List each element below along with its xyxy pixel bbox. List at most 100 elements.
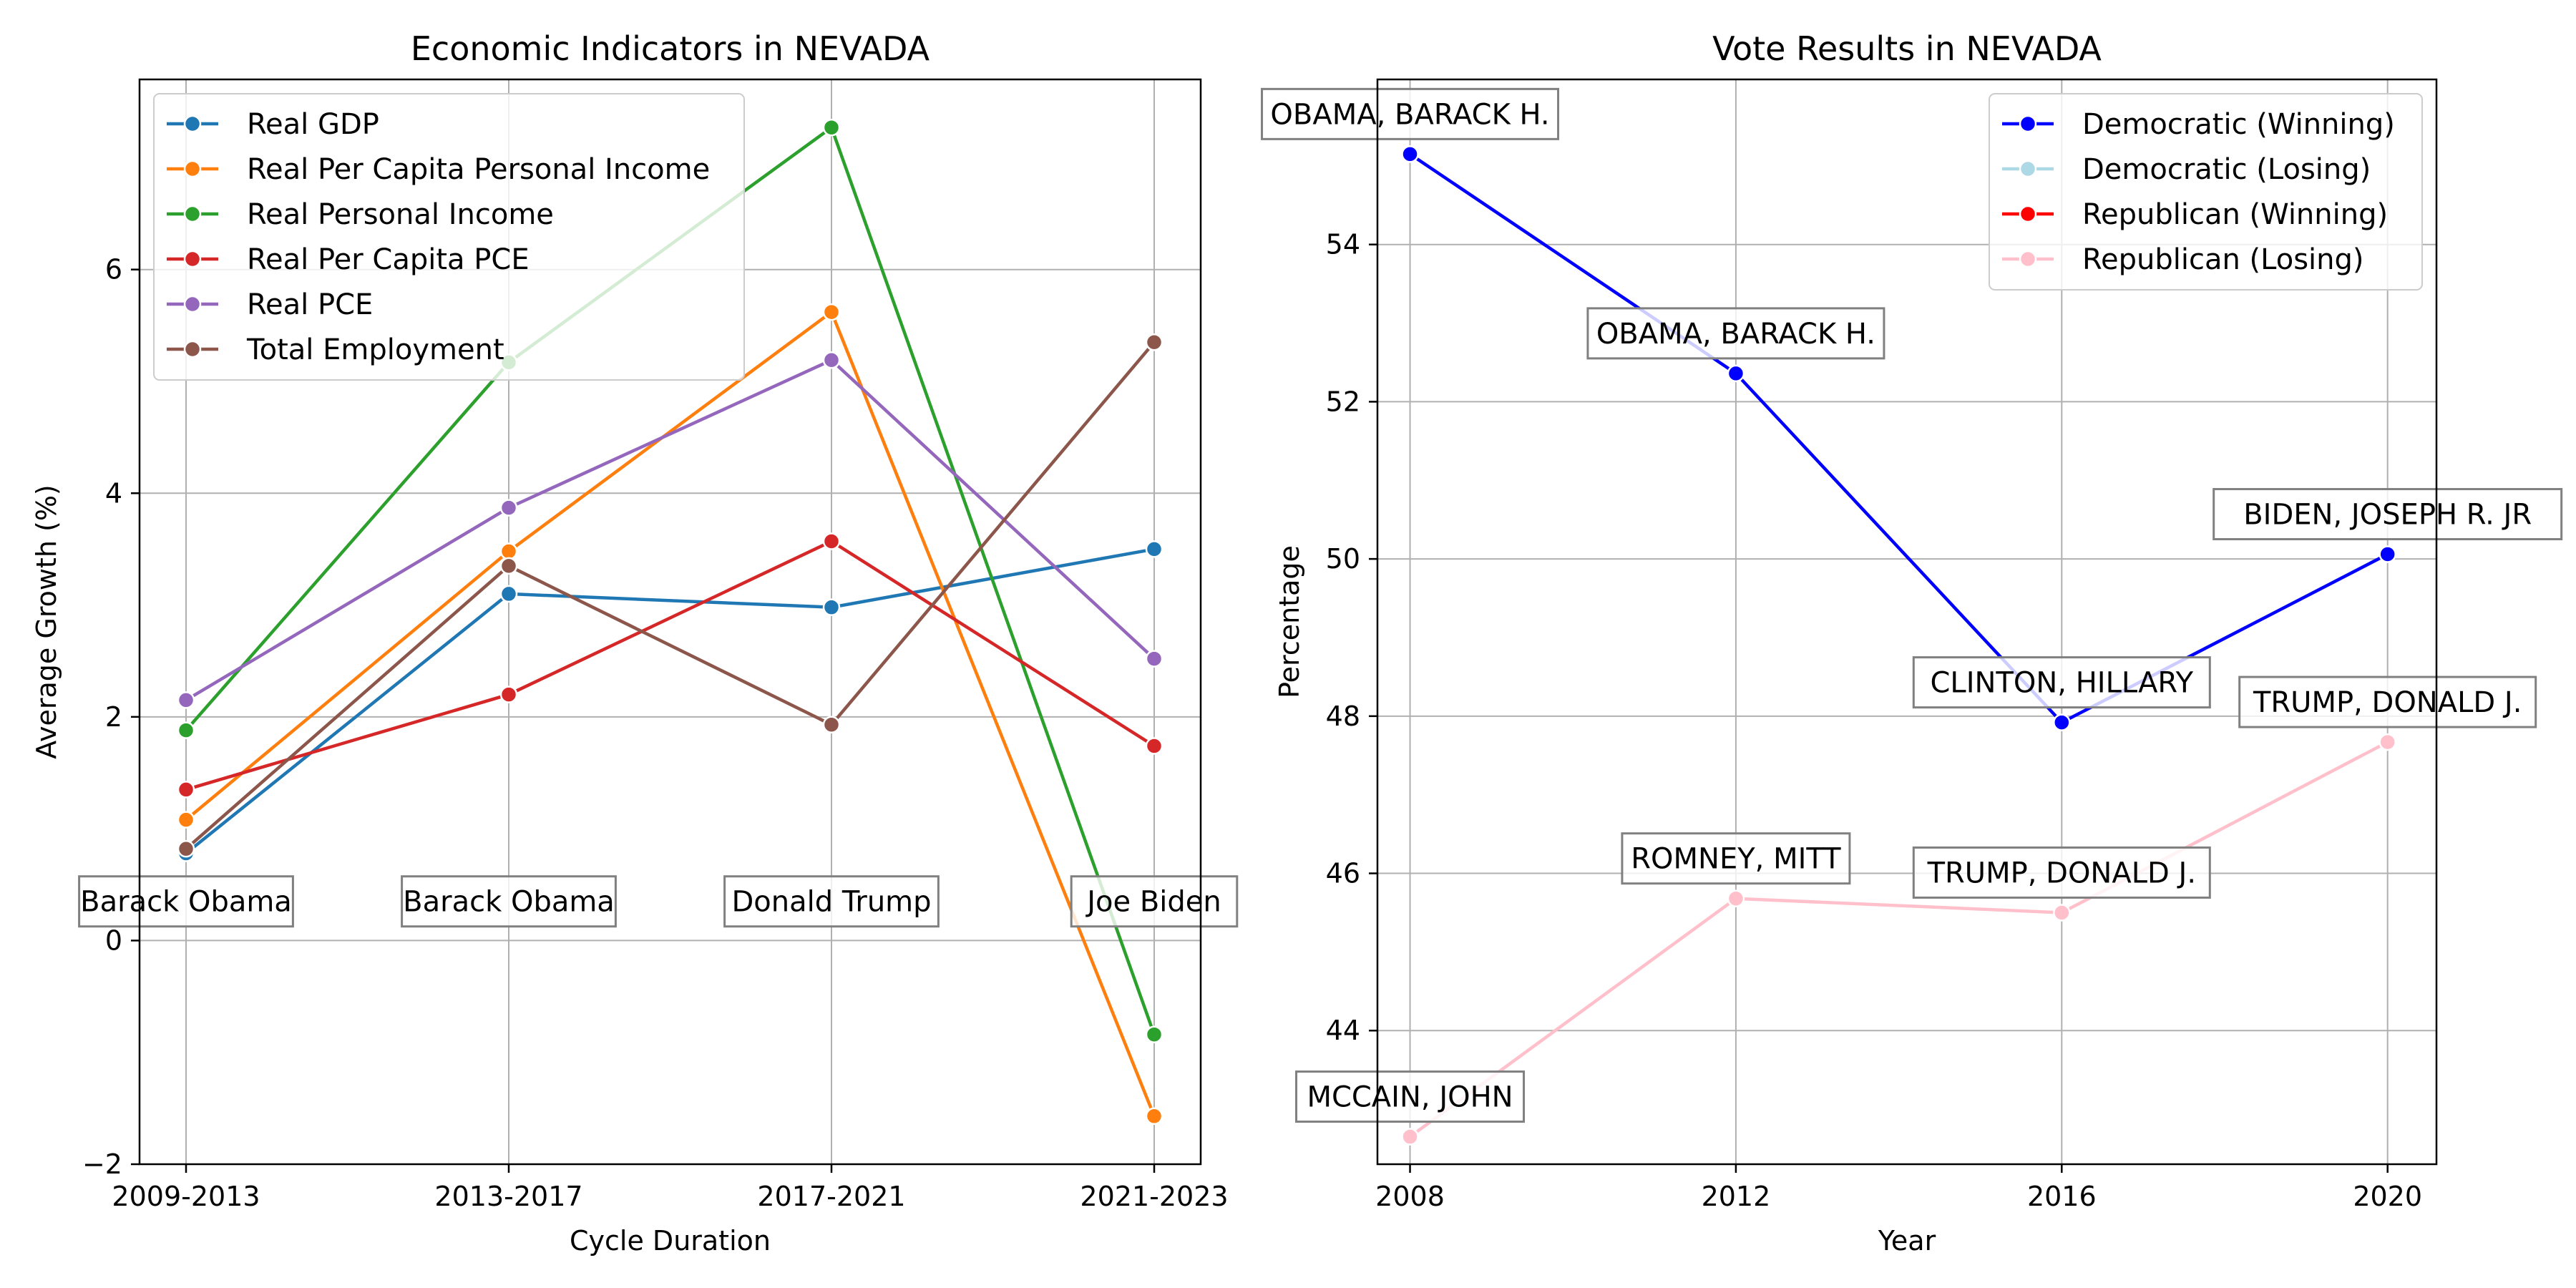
y-tick-label: 2 [105,701,122,733]
candidate-label-box [1621,832,1851,885]
legend-swatch-marker [2019,205,2037,223]
x-tick-label: 2012 [1702,1181,1771,1212]
candidate-label: OBAMA, BARACK H. [1270,98,1549,131]
legend-swatch-marker [183,160,202,178]
x-tick-label: 2021-2023 [1080,1181,1228,1212]
x-tick-label: 2008 [1375,1181,1445,1212]
data-point [177,811,195,829]
annotation-box [1070,875,1239,928]
series-segment [1735,897,2062,914]
data-point [1145,1025,1163,1043]
data-point [2379,733,2396,751]
candidate-label: ROMNEY, MITT [1631,843,1841,876]
x-tick-label: 2020 [2353,1181,2422,1212]
legend-label: Real GDP [247,108,379,141]
data-point [1145,333,1163,351]
legend-label: Real Per Capita Personal Income [247,153,710,186]
data-point [177,840,195,858]
data-point [822,351,841,369]
annotation-box [723,875,940,928]
data-point [822,716,841,734]
chart-vote-results: OBAMA, BARACK H. OBAMA, BARACK H. CLINTON,… [1261,29,2563,1257]
data-point [2053,904,2071,922]
data-point [1145,1107,1163,1126]
annotation-label: Donald Trump [731,886,931,919]
legend-label: Republican (Losing) [2082,243,2364,276]
legend-swatch-marker [2019,250,2037,268]
data-point [177,721,195,739]
data-point [822,532,841,550]
legend-label: Real PCE [247,288,373,321]
candidate-label-box [1261,87,1560,140]
legend-label: Democratic (Winning) [2082,108,2395,141]
legend-swatch-marker [183,114,202,133]
annotation-label: Barack Obama [80,886,292,919]
legend-swatch-marker [183,340,202,358]
data-point [499,585,518,603]
data-point [499,557,518,575]
data-point [822,118,841,137]
candidate-label-box [2238,675,2537,728]
data-point [1145,650,1163,668]
candidate-label: CLINTON, HILLARY [1931,667,2194,700]
y-tick-label: 44 [1326,1015,1360,1046]
annotation-box [401,875,617,928]
series-line [185,358,1156,702]
y-axis-label: Average Growth (%) [31,484,62,759]
data-point [822,598,841,616]
axes-frame [1376,78,2438,1166]
candidate-label-box [1586,307,1885,360]
data-point [1727,364,1745,383]
data-point [177,691,195,709]
y-tick-label: 50 [1326,543,1360,575]
x-tick-label: 2009-2013 [112,1181,260,1212]
legend-swatch-marker [183,250,202,268]
candidate-label-box [1912,846,2211,899]
legend-swatch-marker [183,295,202,313]
legend-swatch-marker [183,205,202,223]
data-point [1727,889,1745,907]
y-tick-label: −2 [82,1148,122,1180]
data-point [2379,545,2396,563]
data-point [1145,540,1163,558]
axes-frame [138,78,1202,1166]
legend-label: Real Per Capita PCE [247,243,530,276]
y-tick-label: 4 [105,477,122,509]
data-point [499,686,518,703]
legend-label: Real Personal Income [247,198,554,231]
annotation-label: Barack Obama [403,886,615,919]
annotation-label: Joe Biden [1085,886,1221,919]
data-point [177,781,195,799]
annotation-box [78,875,294,928]
y-tick-label: 48 [1326,701,1360,732]
series-line [185,341,1156,850]
legend: Democratic (Winning) Democratic (Losing) R… [1989,93,2423,291]
legend-swatch-marker [2019,114,2037,133]
chart-title: Economic Indicators in NEVADA [411,29,930,68]
candidate-label-box [2212,488,2563,541]
data-point [822,303,841,321]
candidate-label: MCCAIN, JOHN [1307,1081,1513,1114]
legend-swatch-marker [2019,160,2037,178]
x-tick-label: 2017-2021 [757,1181,905,1212]
legend-frame [1989,93,2423,291]
y-tick-label: 54 [1326,229,1360,260]
series-line [185,539,1156,791]
series-line [185,547,1155,855]
x-tick-label: 2016 [2027,1181,2097,1212]
data-point [2053,713,2071,731]
candidate-label: BIDEN, JOSEPH R. JR [2243,499,2532,532]
chart-economic-indicators: Barack Obama Barack Obama Donald Trump Joe … [31,29,1239,1257]
y-tick-label: 0 [105,924,122,956]
candidate-label-box [1912,656,2211,709]
series-line [185,309,1156,1117]
candidate-label-box [1295,1070,1526,1123]
x-tick-label: 2013-2017 [434,1181,582,1212]
legend-frame [153,93,745,381]
data-point [1401,1128,1419,1146]
candidate-label: TRUMP, DONALD J. [1927,857,2196,889]
y-tick-label: 6 [105,254,122,286]
candidate-label: TRUMP, DONALD J. [2253,686,2522,719]
legend-label: Total Employment [246,333,504,366]
